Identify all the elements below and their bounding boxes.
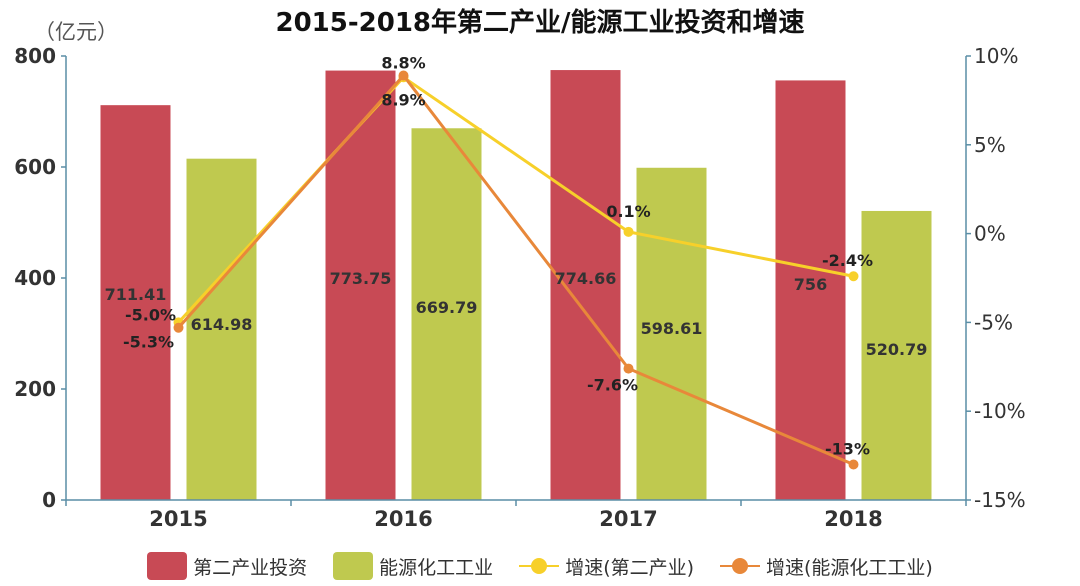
legend-item-bar2[interactable]: 能源化工工业 (333, 552, 493, 580)
bar-s1-2017 (636, 167, 707, 500)
left-tick-label: 800 (14, 44, 56, 68)
bar-s0-2017 (550, 70, 621, 501)
right-tick-label: -10% (974, 399, 1026, 423)
line-value-label: -5.0% (125, 305, 176, 324)
x-tick-label: 2017 (599, 507, 657, 531)
line-point-s0-2018 (848, 271, 859, 282)
line-series-0 (177, 75, 854, 324)
line-point-s0-2017 (623, 226, 634, 237)
y-axis-unit-label: （亿元） (34, 20, 118, 44)
line-value-label: -5.3% (123, 333, 174, 352)
legend-label-line1: 增速(第二产业) (565, 556, 695, 579)
right-tick-label: -15% (974, 488, 1026, 512)
legend-swatch-line2 (720, 556, 761, 576)
legend-swatch-bar2 (333, 552, 374, 580)
bar-value-label: 773.75 (330, 269, 392, 288)
left-tick-label: 200 (14, 377, 56, 401)
legend-label-bar1: 第二产业投资 (193, 556, 308, 579)
bar-value-label: 756 (794, 275, 827, 294)
legend-label-line2: 增速(能源化工工业) (766, 556, 933, 579)
combo-chart: 0 200 400 600 800 -15% -10% -5% 0% 5% 10% 2015 2016 2… (14, 44, 1026, 531)
right-tick-label: 0% (974, 222, 1006, 246)
x-tick-label: 2016 (374, 507, 432, 531)
legend-label-bar2: 能源化工工业 (379, 556, 494, 579)
line-series-1 (177, 73, 855, 466)
legend-item-bar1[interactable]: 第二产业投资 (147, 552, 307, 580)
line-value-label: -2.4% (822, 251, 873, 270)
left-tick-label: 0 (42, 488, 56, 512)
bar-s0-2016 (325, 70, 396, 500)
left-tick-label: 600 (14, 155, 56, 179)
chart-legend: 第二产业投资 能源化工工业 增速(第二产业) 增速(能源化工工业) (0, 548, 1080, 584)
bar-value-label: 598.61 (641, 319, 703, 338)
bar-s0-2018 (775, 80, 846, 501)
line-value-label: 8.8% (381, 53, 425, 72)
legend-item-line1[interactable]: 增速(第二产业) (519, 553, 694, 580)
right-tick-label: -5% (974, 310, 1013, 334)
legend-swatch-line1 (519, 556, 560, 576)
right-tick-label: 10% (974, 44, 1018, 68)
bar-value-label: 711.41 (105, 285, 167, 304)
line-point-s1-2018 (848, 459, 859, 470)
line-value-label: 0.1% (606, 202, 650, 221)
line-value-label: -7.6% (587, 376, 638, 395)
bar-value-label: 614.98 (191, 315, 253, 334)
bar-s1-2015 (186, 158, 257, 500)
left-tick-label: 400 (14, 266, 56, 290)
bar-s1-2018 (861, 210, 932, 500)
chart-title: 2015-2018年第二产业/能源工业投资和增速 (275, 8, 805, 38)
bar-s0-2015 (100, 105, 171, 500)
bar-value-label: 669.79 (416, 298, 478, 317)
legend-swatch-bar1 (147, 552, 188, 580)
x-tick-label: 2018 (824, 507, 882, 531)
line-point-s1-2017 (623, 363, 634, 374)
legend-item-line2[interactable]: 增速(能源化工工业) (720, 553, 933, 580)
line-point-s1-2015 (173, 322, 184, 333)
bar-value-label: 520.79 (866, 340, 928, 359)
line-value-label: 8.9% (381, 91, 425, 110)
right-tick-label: 5% (974, 133, 1006, 157)
line-value-label: -13% (825, 439, 870, 458)
bar-s1-2016 (411, 128, 482, 501)
bar-value-label: 774.66 (555, 269, 617, 288)
x-tick-label: 2015 (149, 507, 207, 531)
line-point-s1-2016 (398, 70, 409, 81)
